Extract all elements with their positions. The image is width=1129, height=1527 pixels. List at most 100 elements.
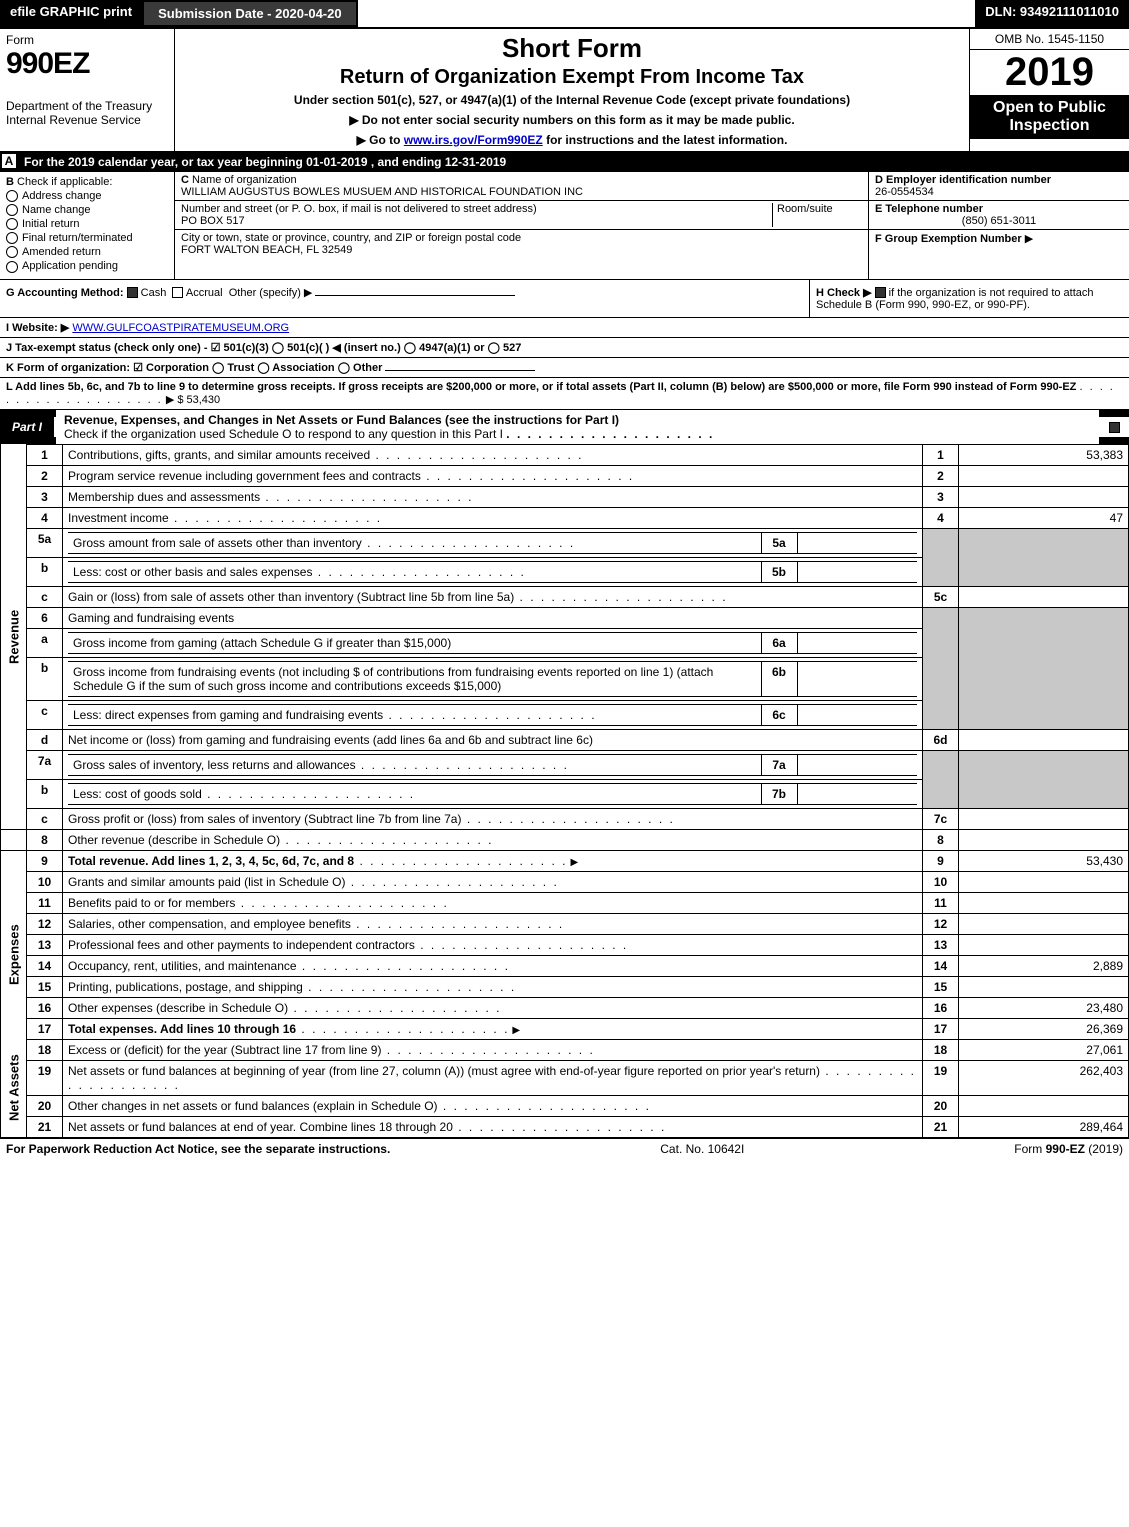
goto-link[interactable]: www.irs.gov/Form990EZ bbox=[404, 133, 543, 147]
under-section-text: Under section 501(c), 527, or 4947(a)(1)… bbox=[183, 93, 961, 107]
line-amount: 289,464 bbox=[959, 1116, 1129, 1137]
group-exemption-label: F Group Exemption Number bbox=[875, 233, 1022, 245]
section-b-text: Check if applicable: bbox=[17, 176, 112, 188]
chk-name-change[interactable]: Name change bbox=[6, 204, 168, 216]
section-a-row: A For the 2019 calendar year, or tax yea… bbox=[0, 152, 1129, 172]
tax-year: 2019 bbox=[970, 50, 1129, 95]
section-l-amount: ▶ $ 53,430 bbox=[166, 394, 220, 406]
table-row: 19Net assets or fund balances at beginni… bbox=[1, 1060, 1129, 1095]
city-value: FORT WALTON BEACH, FL 32549 bbox=[181, 244, 352, 256]
org-name: WILLIAM AUGUSTUS BOWLES MUSUEM AND HISTO… bbox=[181, 186, 583, 198]
part-1-subtitle: Check if the organization used Schedule … bbox=[64, 427, 503, 441]
table-row: 15Printing, publications, postage, and s… bbox=[1, 976, 1129, 997]
top-bar: efile GRAPHIC print Submission Date - 20… bbox=[0, 0, 1129, 29]
open-to-public: Open to Public Inspection bbox=[970, 95, 1129, 139]
section-d-label: D Employer identification number bbox=[875, 174, 1051, 186]
form-number: 990EZ bbox=[6, 47, 168, 81]
sub-ref: 5a bbox=[761, 532, 797, 553]
line-amount bbox=[959, 729, 1129, 750]
line-desc: Gaming and fundraising events bbox=[63, 607, 923, 628]
section-l-text: L Add lines 5b, 6c, and 7b to line 9 to … bbox=[6, 381, 1076, 393]
chk-initial-return[interactable]: Initial return bbox=[6, 218, 168, 230]
line-desc: Total revenue. Add lines 1, 2, 3, 4, 5c,… bbox=[68, 854, 354, 868]
footer-left: For Paperwork Reduction Act Notice, see … bbox=[6, 1142, 390, 1156]
cash-label: Cash bbox=[141, 287, 167, 299]
line-amount bbox=[959, 892, 1129, 913]
street-label: Number and street (or P. O. box, if mail… bbox=[181, 203, 537, 215]
line-desc: Occupancy, rent, utilities, and maintena… bbox=[68, 959, 297, 973]
table-row: 20Other changes in net assets or fund ba… bbox=[1, 1095, 1129, 1116]
line-desc: Net income or (loss) from gaming and fun… bbox=[68, 733, 593, 747]
revenue-section-label: Revenue bbox=[1, 444, 27, 829]
chk-schedule-b[interactable] bbox=[875, 287, 886, 298]
line-desc: Gross income from gaming (attach Schedul… bbox=[73, 636, 451, 650]
chk-address-change[interactable]: Address change bbox=[6, 190, 168, 202]
line-amount bbox=[959, 976, 1129, 997]
chk-amended-return[interactable]: Amended return bbox=[6, 246, 168, 258]
no-ssn-text: ▶ Do not enter social security numbers o… bbox=[183, 113, 961, 127]
sub-amount bbox=[797, 704, 917, 725]
line-desc: Gross profit or (loss) from sales of inv… bbox=[68, 812, 461, 826]
ein-value: 26-0554534 bbox=[875, 186, 934, 198]
k-other-field[interactable] bbox=[385, 370, 535, 371]
line-desc: Net assets or fund balances at beginning… bbox=[68, 1064, 820, 1078]
footer-center: Cat. No. 10642I bbox=[660, 1142, 744, 1156]
goto-text: ▶ Go to www.irs.gov/Form990EZ for instru… bbox=[183, 133, 961, 147]
room-suite-label: Room/suite bbox=[777, 203, 833, 215]
table-row: 17Total expenses. Add lines 10 through 1… bbox=[1, 1018, 1129, 1039]
section-j-text: J Tax-exempt status (check only one) - ☑… bbox=[6, 342, 521, 354]
line-desc: Gross sales of inventory, less returns a… bbox=[73, 758, 356, 772]
sub-ref: 5b bbox=[761, 561, 797, 582]
line-amount bbox=[959, 808, 1129, 829]
line-desc: Investment income bbox=[68, 511, 169, 525]
table-row: 13Professional fees and other payments t… bbox=[1, 934, 1129, 955]
footer-row: For Paperwork Reduction Act Notice, see … bbox=[0, 1138, 1129, 1159]
line-amount bbox=[959, 486, 1129, 507]
table-row: 11Benefits paid to or for members11 bbox=[1, 892, 1129, 913]
table-row: dNet income or (loss) from gaming and fu… bbox=[1, 729, 1129, 750]
form-header: Form 990EZ Department of the Treasury In… bbox=[0, 29, 1129, 152]
section-i-label: I Website: ▶ bbox=[6, 322, 69, 334]
part-1-title: Revenue, Expenses, and Changes in Net As… bbox=[64, 413, 619, 427]
form-label: Form bbox=[6, 33, 168, 47]
dept-label: Department of the Treasury bbox=[6, 99, 168, 113]
part-1-tag: Part I bbox=[0, 417, 56, 437]
part-1-header: Part I Revenue, Expenses, and Changes in… bbox=[0, 410, 1129, 444]
chk-application-pending[interactable]: Application pending bbox=[6, 260, 168, 272]
line-desc: Benefits paid to or for members bbox=[68, 896, 235, 910]
sub-ref: 6b bbox=[761, 661, 797, 696]
line-desc: Professional fees and other payments to … bbox=[68, 938, 415, 952]
line-amount bbox=[959, 871, 1129, 892]
accrual-label: Accrual bbox=[186, 287, 223, 299]
chk-cash[interactable] bbox=[127, 287, 138, 298]
line-desc: Less: direct expenses from gaming and fu… bbox=[73, 708, 383, 722]
sub-amount bbox=[797, 783, 917, 804]
section-h-label: H Check ▶ bbox=[816, 287, 872, 299]
chk-part1-schedule-o[interactable] bbox=[1109, 422, 1120, 433]
other-specify-field[interactable] bbox=[315, 295, 515, 296]
line-desc: Other revenue (describe in Schedule O) bbox=[68, 833, 280, 847]
line-desc: Membership dues and assessments bbox=[68, 490, 260, 504]
submission-date-button[interactable]: Submission Date - 2020-04-20 bbox=[142, 0, 358, 27]
table-row: 9Total revenue. Add lines 1, 2, 3, 4, 5c… bbox=[1, 850, 1129, 871]
tel-value: (850) 651-3011 bbox=[875, 215, 1123, 227]
chk-final-return[interactable]: Final return/terminated bbox=[6, 232, 168, 244]
table-row: 6Gaming and fundraising events bbox=[1, 607, 1129, 628]
website-link[interactable]: WWW.GULFCOASTPIRATEMUSEUM.ORG bbox=[72, 322, 289, 334]
return-title: Return of Organization Exempt From Incom… bbox=[183, 66, 961, 89]
irs-label: Internal Revenue Service bbox=[6, 113, 168, 127]
table-row: Revenue 1 Contributions, gifts, grants, … bbox=[1, 444, 1129, 465]
table-row: cGain or (loss) from sale of assets othe… bbox=[1, 586, 1129, 607]
name-of-org-label: Name of organization bbox=[192, 174, 297, 186]
section-g-label: G Accounting Method: bbox=[6, 287, 124, 299]
line-desc: Other expenses (describe in Schedule O) bbox=[68, 1001, 288, 1015]
line-ref: 1 bbox=[923, 444, 959, 465]
sub-ref: 7b bbox=[761, 783, 797, 804]
chk-accrual[interactable] bbox=[172, 287, 183, 298]
sub-amount bbox=[797, 632, 917, 653]
sub-amount bbox=[797, 561, 917, 582]
line-desc: Contributions, gifts, grants, and simila… bbox=[63, 444, 923, 465]
efile-print-button[interactable]: efile GRAPHIC print bbox=[0, 0, 142, 27]
expenses-section-label: Expenses bbox=[1, 871, 27, 1039]
table-row: Net Assets 18Excess or (deficit) for the… bbox=[1, 1039, 1129, 1060]
